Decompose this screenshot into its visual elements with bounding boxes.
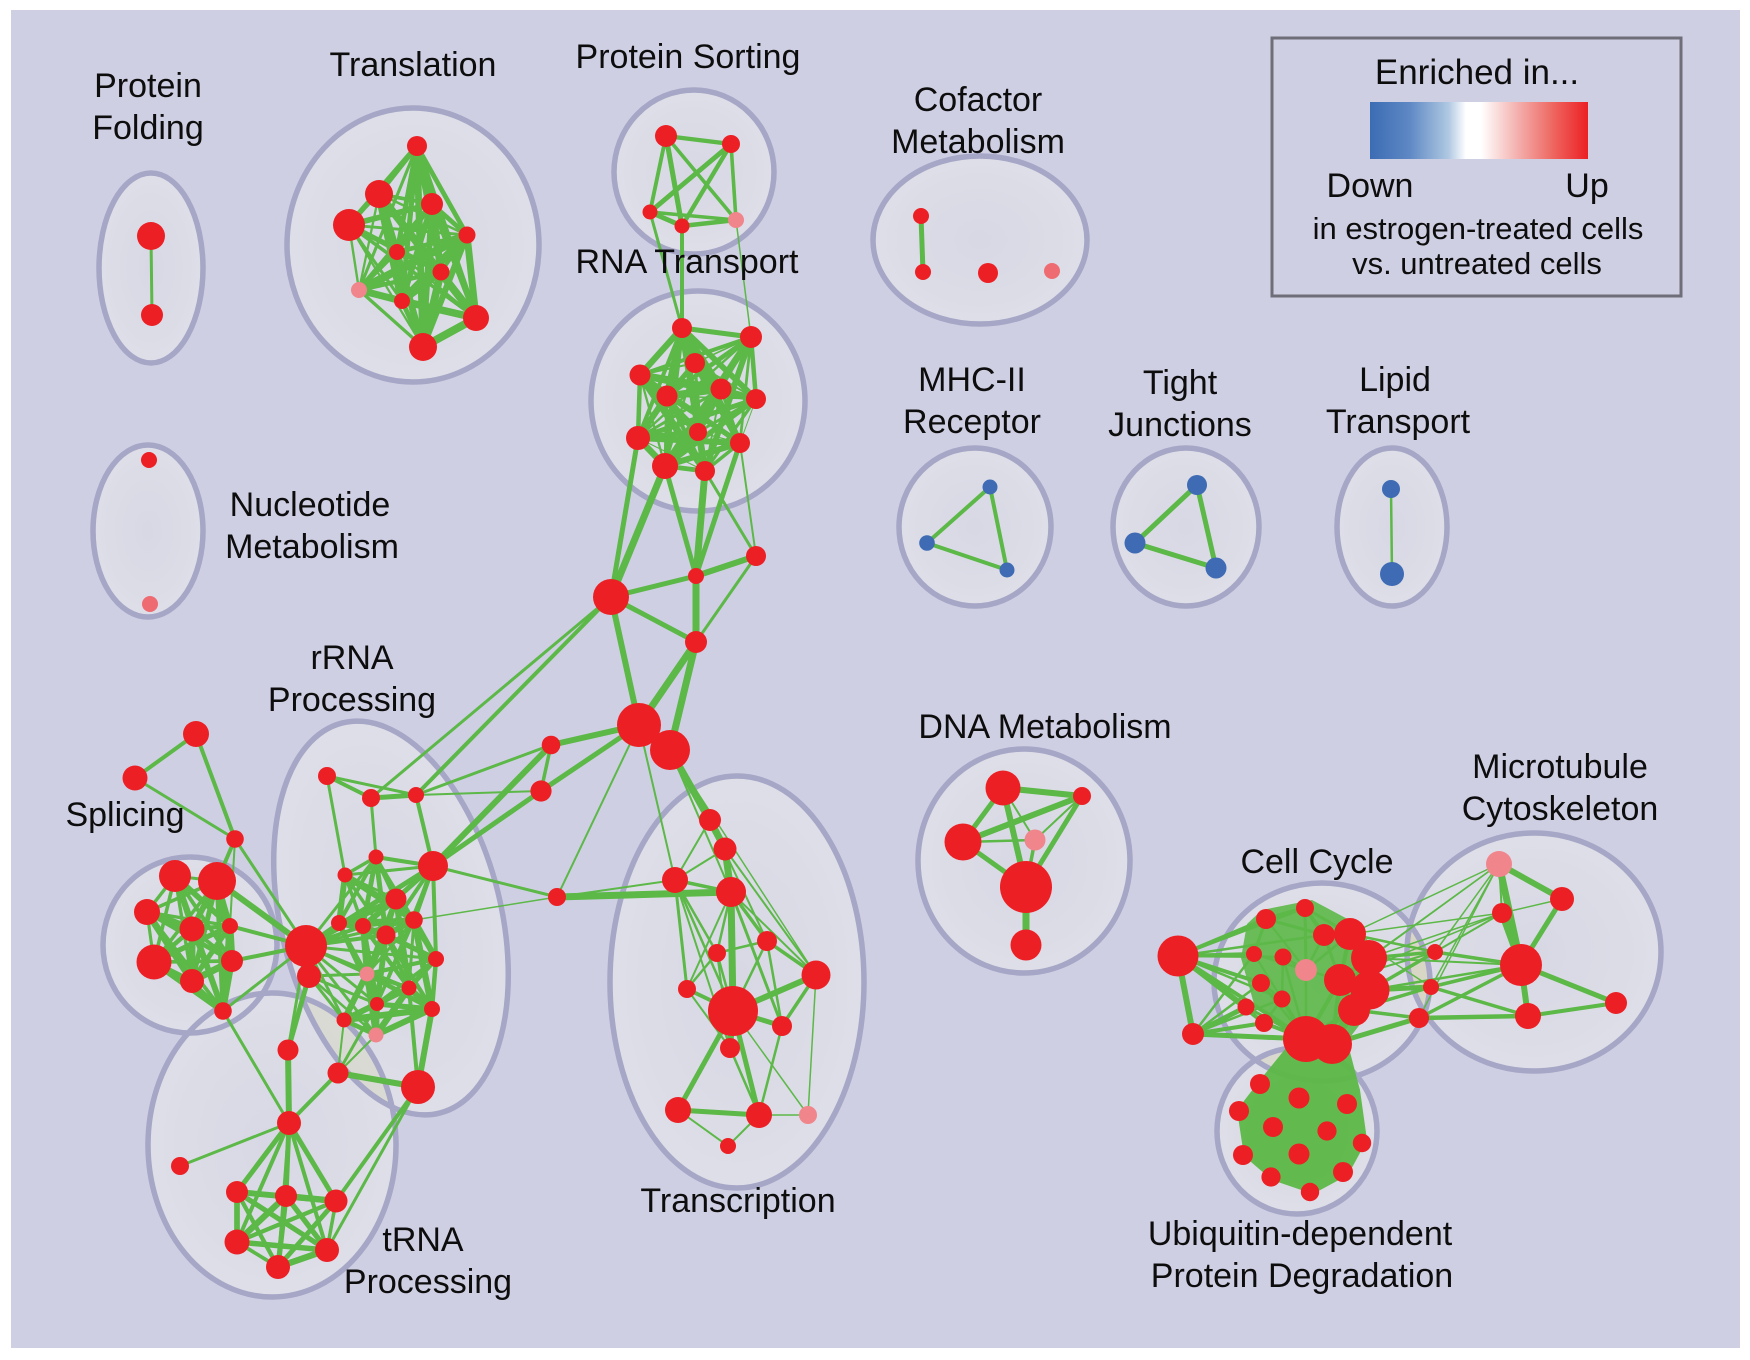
svg-text:Tight: Tight [1143, 364, 1218, 402]
svg-text:Protein: Protein [94, 67, 202, 105]
svg-text:Transcription: Transcription [640, 1182, 835, 1220]
svg-text:Protein Degradation: Protein Degradation [1151, 1257, 1453, 1295]
svg-text:Junctions: Junctions [1108, 406, 1252, 444]
svg-text:Transport: Transport [1326, 403, 1471, 441]
svg-text:in estrogen-treated cells: in estrogen-treated cells [1313, 211, 1644, 246]
svg-text:vs. untreated cells: vs. untreated cells [1352, 246, 1602, 281]
svg-text:rRNA: rRNA [310, 639, 393, 677]
svg-text:Cell Cycle: Cell Cycle [1240, 843, 1393, 881]
svg-text:Lipid: Lipid [1359, 361, 1431, 399]
svg-text:RNA Transport: RNA Transport [576, 243, 800, 281]
svg-text:Processing: Processing [344, 1263, 512, 1301]
svg-text:Translation: Translation [330, 46, 497, 84]
svg-text:Metabolism: Metabolism [891, 123, 1065, 161]
svg-text:Ubiquitin-dependent: Ubiquitin-dependent [1148, 1215, 1453, 1253]
svg-text:Metabolism: Metabolism [225, 528, 399, 566]
svg-text:Protein Sorting: Protein Sorting [576, 38, 801, 76]
svg-text:Cytoskeleton: Cytoskeleton [1462, 790, 1659, 828]
svg-text:MHC-II: MHC-II [918, 361, 1026, 399]
svg-text:tRNA: tRNA [382, 1221, 464, 1259]
svg-text:Enriched in...: Enriched in... [1375, 53, 1579, 92]
svg-text:Folding: Folding [92, 109, 204, 147]
svg-text:Receptor: Receptor [903, 403, 1041, 441]
svg-text:DNA Metabolism: DNA Metabolism [918, 708, 1171, 746]
svg-text:Cofactor: Cofactor [914, 81, 1043, 119]
svg-text:Processing: Processing [268, 681, 436, 719]
svg-text:Up: Up [1565, 167, 1608, 205]
svg-text:Nucleotide: Nucleotide [230, 486, 391, 524]
svg-text:Down: Down [1327, 167, 1414, 205]
svg-text:Microtubule: Microtubule [1472, 748, 1648, 786]
svg-text:Splicing: Splicing [65, 796, 184, 834]
